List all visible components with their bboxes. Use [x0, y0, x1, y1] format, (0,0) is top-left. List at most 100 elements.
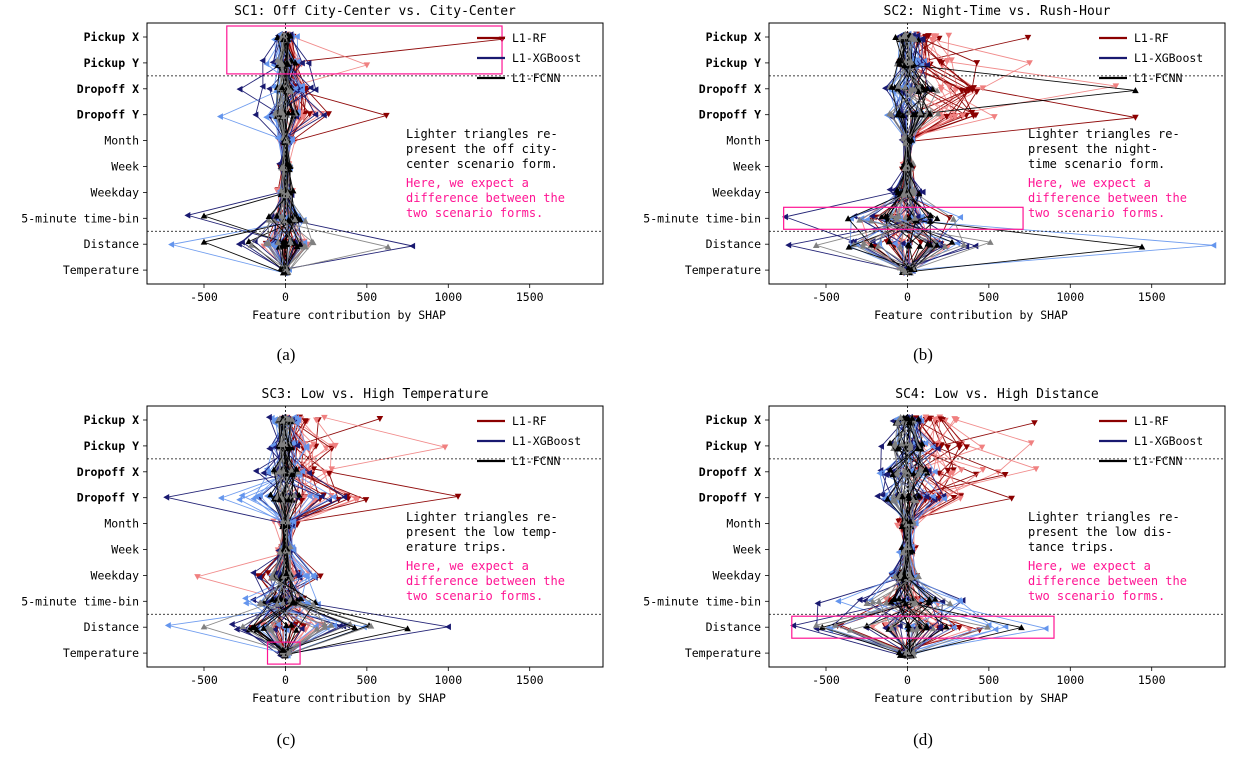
x-tick-label: 1000 [434, 673, 462, 687]
data-point-fcnn-light-0 [279, 417, 287, 424]
data-point-fcnn-dark-7 [927, 212, 934, 219]
data-point-xgb-light-3 [238, 492, 245, 499]
data-point-rf-dark-1 [944, 444, 952, 451]
data-point-fcnn-light-8 [247, 241, 255, 248]
data-point-rf-light-2 [979, 467, 987, 473]
data-point-rf-dark-0 [937, 416, 945, 423]
y-tick-label: Month [104, 134, 139, 148]
chart-title: SC1: Off City-Center vs. City-Center [234, 4, 516, 19]
legend-label: L1-RF [512, 31, 547, 45]
data-point-xgb-dark-8 [409, 242, 416, 250]
x-axis-label: Feature contribution by SHAP [252, 691, 446, 705]
data-point-xgb-dark-1 [259, 57, 266, 64]
plot-frame [146, 22, 604, 285]
data-point-rf-light-2 [1112, 83, 1120, 90]
data-point-fcnn-dark-8 [293, 626, 300, 633]
data-point-xgb-light-8 [168, 241, 175, 248]
y-tick-label: Temperature [685, 646, 761, 660]
data-point-fcnn-light-8 [200, 623, 208, 630]
data-point-fcnn-light-8 [264, 624, 272, 631]
data-point-rf-light-1 [322, 445, 330, 452]
data-point-xgb-dark-8 [444, 623, 451, 631]
y-tick-label: Pickup X [706, 413, 761, 427]
data-point-rf-light-3 [957, 495, 964, 502]
data-point-xgb-dark-6 [919, 188, 926, 196]
data-point-xgb-light-3 [216, 113, 223, 120]
data-point-fcnn-dark-8 [948, 238, 956, 245]
x-tick-label: 1500 [1138, 673, 1166, 687]
data-point-xgb-light-2 [292, 85, 299, 92]
data-point-xgb-light-3 [263, 492, 270, 500]
legend-label: L1-XGBoost [1134, 434, 1203, 448]
annotation-highlight-note: Here, we expect a [406, 559, 529, 573]
x-tick-label: 500 [978, 673, 999, 687]
x-tick-label: 1500 [516, 290, 544, 304]
data-point-fcnn-dark-8 [280, 242, 288, 249]
data-point-fcnn-dark-8 [1138, 243, 1146, 250]
data-point-fcnn-dark-8 [253, 626, 261, 633]
data-point-fcnn-light-3 [891, 497, 899, 504]
x-tick-label: 0 [282, 673, 289, 687]
series-line-xgb-light [260, 422, 335, 656]
data-point-fcnn-light-2 [285, 87, 292, 94]
y-tick-label: Pickup X [84, 413, 139, 427]
data-point-fcnn-light-9 [904, 649, 912, 656]
data-point-fcnn-dark-7 [895, 595, 903, 602]
data-point-fcnn-dark-7 [933, 215, 941, 222]
series-line-fcnn-light [896, 36, 946, 269]
data-point-xgb-dark-7 [856, 596, 863, 604]
data-point-xgb-light-4 [289, 136, 296, 143]
data-point-rf-light-0 [929, 36, 936, 43]
data-point-fcnn-light-3 [910, 496, 917, 503]
data-point-xgb-dark-8 [298, 625, 305, 633]
data-point-fcnn-light-9 [910, 648, 917, 655]
panel-caption-d: (d) [913, 730, 933, 749]
data-point-rf-dark-6 [317, 573, 324, 580]
data-point-xgb-dark-3 [879, 491, 886, 499]
data-point-fcnn-dark-0 [892, 34, 899, 41]
data-point-rf-light-3 [352, 496, 360, 503]
data-point-xgb-light-7 [835, 597, 842, 605]
data-point-xgb-light-3 [929, 493, 936, 500]
annotation-highlight-note: Here, we expect a [1028, 559, 1151, 573]
legend-label: L1-RF [512, 414, 547, 428]
data-point-xgb-dark-7 [814, 600, 821, 607]
annotation-note: time scenario form. [1028, 157, 1165, 171]
data-point-rf-dark-2 [965, 86, 973, 93]
data-point-xgb-dark-8 [340, 622, 347, 630]
data-point-fcnn-light-7 [302, 217, 309, 224]
highlight-box [783, 206, 1024, 230]
data-point-xgb-dark-0 [265, 413, 272, 421]
data-point-fcnn-light-6 [891, 572, 899, 579]
data-point-fcnn-light-7 [279, 599, 287, 606]
data-point-xgb-light-0 [293, 33, 300, 40]
data-point-fcnn-dark-0 [908, 414, 916, 421]
data-point-fcnn-light-5 [287, 543, 294, 550]
data-point-rf-dark-4 [895, 518, 903, 525]
data-point-fcnn-dark-1 [896, 60, 904, 67]
data-point-xgb-dark-2 [266, 85, 273, 93]
data-point-fcnn-light-6 [915, 573, 922, 580]
data-point-fcnn-light-7 [883, 599, 890, 606]
data-point-rf-light-1 [1027, 440, 1035, 447]
highlight-box [791, 615, 1055, 639]
data-point-fcnn-dark-7 [269, 596, 276, 603]
data-point-fcnn-light-0 [900, 417, 908, 424]
data-point-fcnn-light-4 [282, 136, 290, 143]
data-point-rf-light-3 [300, 114, 307, 121]
shap-chart-sc2: SC2: Night-Time vs. Rush-Hour L1-RF L1-XGB… [643, 4, 1226, 322]
x-tick-label: -500 [190, 673, 218, 687]
data-point-rf-light-2 [1032, 466, 1040, 473]
data-point-xgb-dark-6 [294, 571, 301, 579]
data-point-fcnn-light-3 [291, 491, 298, 498]
data-point-xgb-light-1 [922, 439, 929, 447]
data-point-fcnn-dark-1 [914, 445, 921, 452]
data-point-xgb-light-3 [217, 494, 224, 502]
data-layer [790, 413, 1049, 660]
data-point-fcnn-light-8 [890, 621, 898, 628]
annotation-note: Lighter triangles re- [1028, 510, 1180, 524]
data-point-rf-dark-0 [935, 35, 943, 42]
data-point-fcnn-light-8 [812, 621, 820, 628]
y-tick-label: Weekday [713, 568, 762, 582]
y-tick-label: Dropoff X [77, 82, 139, 96]
